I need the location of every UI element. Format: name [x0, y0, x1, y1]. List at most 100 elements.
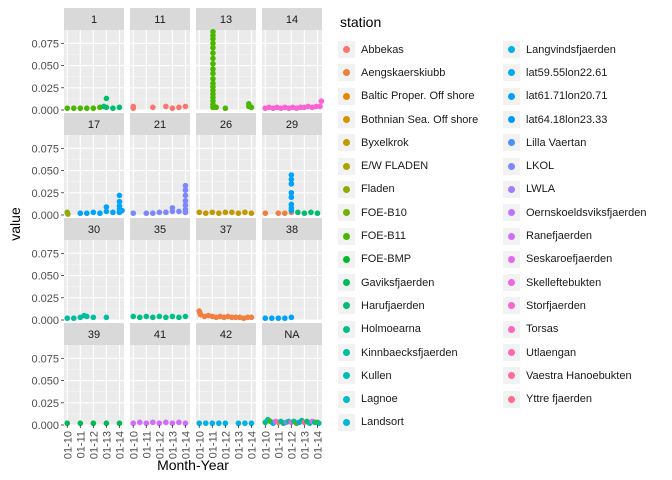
data-point [222, 105, 229, 112]
y-tick-label: 0.000 [31, 105, 59, 117]
data-point [182, 192, 189, 199]
legend-label: Kullen [361, 369, 392, 382]
legend-label: Seskaroefjaerden [526, 253, 613, 266]
x-axes: 01-10 01-11 01-12 01-13 01-14 01-10 01-11 01-12… [62, 425, 324, 459]
legend-key [338, 367, 355, 385]
data-point [268, 315, 275, 322]
facet-strip-label: 39 [88, 329, 100, 341]
legend-item: FOE-BMP [338, 248, 503, 271]
data-point [313, 103, 319, 110]
data-point [288, 207, 295, 214]
y-tick-label: 0.025 [31, 293, 59, 305]
data-point [210, 44, 216, 51]
legend-dot [508, 232, 515, 240]
legend-item: Byxelkrok [338, 131, 503, 154]
plot-background [262, 240, 322, 320]
data-point [182, 187, 189, 193]
data-point [136, 314, 143, 321]
data-point [130, 210, 137, 217]
x-axis-title: Month-Year [157, 457, 229, 473]
data-point [202, 210, 209, 217]
legend-key [338, 157, 355, 175]
facet-strip [130, 8, 190, 30]
legend-key [503, 111, 520, 129]
legend-label: Kinnbaecksfjaerden [361, 346, 458, 359]
data-point [210, 60, 216, 67]
legend-dot [343, 116, 350, 124]
legend-dot [343, 279, 350, 287]
y-tick-label: 0.050 [31, 61, 59, 73]
data-point [308, 209, 314, 216]
y-tick-label: 0.075 [31, 353, 59, 365]
legend-key [503, 390, 520, 408]
facet-panel: 41 [130, 323, 190, 427]
facet-strip [130, 218, 190, 240]
y-tick-label: 0.075 [31, 143, 59, 155]
x-tick-label: 01-10 [260, 431, 272, 459]
data-point [103, 420, 110, 427]
legend-key [338, 204, 355, 222]
legend-item: FOE-B11 [338, 224, 503, 247]
legend-item: Skelleftebukten [503, 271, 668, 294]
data-point [210, 70, 216, 77]
facet-panel: 17 [64, 113, 125, 217]
data-point [90, 105, 97, 112]
facet-strip-label: 35 [154, 224, 166, 236]
legend-label: E/W FLADEN [361, 160, 429, 173]
data-point [156, 209, 163, 216]
legend-dot [343, 418, 350, 426]
facet-strip-label: 29 [286, 119, 298, 131]
legend-key [338, 134, 355, 152]
x-tick-label: 01-11 [207, 431, 219, 458]
y-axis-title: value [7, 207, 23, 241]
legend-dot [343, 349, 350, 356]
data-point [64, 420, 71, 427]
x-tick-label: 01-13 [101, 431, 113, 459]
legend-key [503, 297, 520, 315]
data-point [176, 208, 182, 215]
data-point [288, 176, 295, 183]
data-point [70, 315, 77, 322]
data-point [182, 182, 189, 189]
data-point [119, 207, 125, 214]
x-tick-label: 01-13 [167, 431, 179, 459]
data-point [209, 420, 216, 427]
legend-key [503, 344, 520, 361]
legend-key [338, 111, 355, 129]
legend-item: Langvindsfjaerden [503, 38, 668, 61]
legend-dot [508, 302, 515, 310]
data-point [169, 205, 176, 211]
facet-strip-label: 37 [220, 224, 232, 236]
x-tick-label: 01-12 [88, 431, 100, 459]
data-point [84, 210, 90, 217]
legend-label: LWLA [526, 183, 556, 196]
legend-key [338, 41, 355, 59]
x-tick-label: 01-12 [154, 431, 166, 459]
data-point [77, 420, 84, 427]
legend-key [503, 250, 520, 268]
legend-dot [508, 185, 515, 193]
data-point [314, 210, 321, 217]
legend-key [338, 344, 355, 361]
y-tick-label: 0.075 [31, 248, 59, 260]
legend-key [338, 413, 355, 431]
legend-item: Landsort [338, 411, 503, 434]
legend-key [338, 297, 355, 315]
legend-item: Gaviksfjaerden [338, 271, 503, 294]
plot-background [130, 345, 190, 425]
legend-item: Bothnian Sea. Off shore [338, 108, 503, 131]
legend-item: Aengskaerskiubb [338, 61, 503, 84]
data-point [235, 210, 242, 217]
facet-panel: 11 [130, 8, 190, 112]
legend-label: Langvindsfjaerden [526, 43, 616, 56]
legend-dot [343, 395, 350, 403]
data-point [103, 208, 110, 215]
legend-label: Harufjaerden [361, 299, 425, 312]
x-tick-label: 01-12 [286, 431, 298, 459]
facet-panel: 26 [196, 113, 256, 217]
x-tick-label: 01-14 [180, 431, 192, 459]
data-point [210, 66, 216, 72]
legend-key [503, 64, 520, 82]
